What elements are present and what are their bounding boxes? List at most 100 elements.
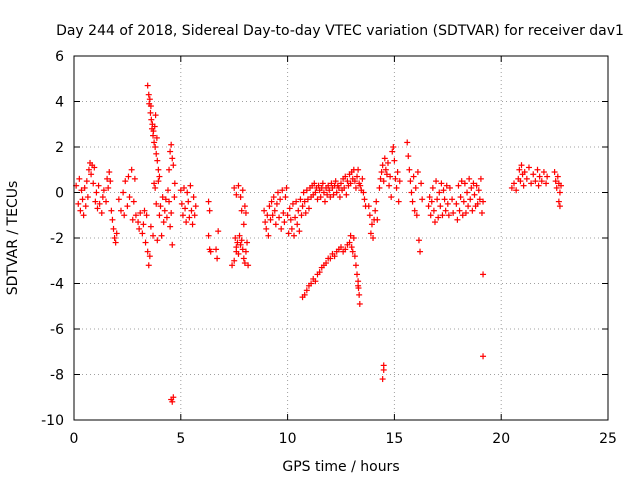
- data-point: [128, 166, 135, 173]
- data-point: [381, 155, 388, 162]
- data-point: [244, 239, 251, 246]
- data-point: [287, 216, 294, 223]
- data-point: [394, 169, 401, 176]
- y-tick-label: -6: [50, 322, 64, 338]
- data-point: [303, 187, 310, 194]
- data-point: [85, 166, 92, 173]
- data-point: [120, 189, 127, 196]
- data-point: [160, 219, 167, 226]
- data-point: [76, 175, 83, 182]
- data-point: [240, 221, 247, 228]
- data-point: [188, 207, 195, 214]
- data-point: [207, 248, 214, 255]
- y-tick-label: -10: [41, 413, 64, 429]
- data-point: [332, 178, 339, 185]
- data-point: [298, 212, 305, 219]
- data-point: [150, 128, 157, 135]
- data-point: [98, 209, 105, 216]
- data-point: [156, 212, 163, 219]
- data-point: [373, 198, 380, 205]
- data-point: [94, 205, 101, 212]
- data-point: [335, 184, 342, 191]
- data-point: [350, 235, 357, 241]
- data-point: [285, 230, 292, 237]
- data-point: [242, 248, 249, 255]
- data-point: [269, 212, 276, 219]
- x-tick-labels: 0 5 10 15 20 25: [70, 431, 617, 447]
- data-point: [78, 187, 85, 194]
- data-point: [523, 175, 530, 182]
- data-point: [301, 198, 308, 205]
- data-point: [75, 200, 82, 207]
- data-point: [386, 182, 393, 189]
- data-point: [317, 194, 324, 201]
- data-point: [535, 182, 542, 189]
- data-point: [108, 207, 115, 214]
- data-point: [536, 173, 543, 180]
- data-point: [346, 239, 353, 246]
- data-point: [169, 398, 176, 405]
- data-point: [457, 194, 464, 201]
- data-point: [273, 200, 280, 207]
- data-point: [277, 196, 284, 203]
- data-point: [92, 198, 99, 205]
- data-point: [267, 216, 274, 223]
- data-point: [167, 223, 174, 230]
- data-point: [103, 198, 110, 205]
- data-point: [528, 180, 535, 187]
- data-point: [556, 203, 563, 210]
- data-point: [511, 180, 518, 187]
- data-point: [475, 187, 482, 194]
- data-point: [302, 209, 309, 216]
- data-point: [347, 180, 354, 187]
- data-point: [471, 191, 478, 198]
- data-point: [284, 212, 291, 219]
- data-point: [327, 255, 334, 262]
- data-point: [296, 228, 303, 235]
- data-point: [342, 246, 349, 253]
- data-points: [73, 82, 565, 405]
- data-point: [143, 212, 150, 219]
- data-point: [433, 178, 440, 185]
- x-tick-label: 0: [70, 431, 79, 447]
- data-point: [163, 214, 170, 221]
- data-point: [132, 212, 139, 219]
- data-point: [532, 178, 539, 185]
- data-point: [181, 184, 188, 191]
- data-point: [182, 205, 189, 212]
- data-point: [342, 173, 349, 180]
- y-tick-label: -8: [50, 368, 64, 384]
- data-point: [553, 184, 560, 191]
- data-point: [436, 189, 443, 196]
- data-point: [415, 237, 422, 244]
- data-point: [171, 180, 178, 187]
- data-point: [377, 175, 384, 182]
- data-point: [82, 203, 89, 210]
- data-point: [299, 203, 306, 210]
- data-point: [387, 173, 394, 180]
- data-point: [374, 216, 381, 223]
- data-point: [349, 248, 356, 255]
- data-point: [442, 207, 449, 214]
- data-point: [177, 187, 184, 194]
- data-point: [303, 287, 310, 294]
- data-point: [184, 189, 191, 196]
- data-point: [354, 173, 361, 180]
- data-point: [480, 353, 487, 360]
- data-point: [468, 184, 475, 191]
- data-point: [179, 212, 186, 219]
- data-point: [295, 207, 302, 214]
- data-point: [352, 184, 359, 191]
- data-point: [245, 262, 252, 269]
- data-point: [343, 191, 350, 198]
- data-point: [395, 198, 402, 205]
- data-point: [279, 187, 286, 194]
- data-point: [124, 203, 131, 210]
- data-point: [291, 232, 298, 239]
- data-point: [406, 166, 413, 173]
- data-point: [404, 139, 411, 146]
- data-point: [231, 257, 238, 264]
- data-point: [125, 173, 132, 180]
- data-point: [508, 184, 515, 191]
- data-point: [384, 159, 391, 166]
